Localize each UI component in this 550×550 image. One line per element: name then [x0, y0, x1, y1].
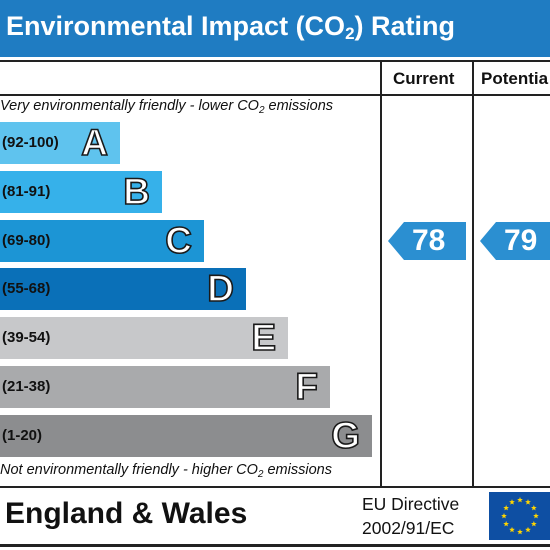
band-letter: A — [80, 121, 108, 164]
band-letter: D — [206, 268, 234, 311]
current-rating-pointer-value: 78 — [412, 223, 446, 257]
band-range-label: (69-80) — [2, 231, 51, 249]
band-letter: B — [122, 170, 150, 213]
band-letter: E — [251, 316, 277, 359]
eu-directive-line2: 2002/91/EC — [362, 518, 455, 538]
rating-band-e: (39-54) E — [0, 316, 288, 360]
rating-table-frame — [0, 60, 550, 488]
band-range-label: (21-38) — [2, 378, 51, 395]
eu-directive: EU Directive 2002/91/EC — [362, 492, 480, 540]
footer-country: England & Wales — [5, 497, 248, 530]
rating-band-g: (1-20) G — [0, 414, 372, 457]
column-header-current: Current — [393, 69, 455, 88]
current-rating-pointer: 78 — [388, 221, 466, 260]
potential-rating-pointer: 79 — [480, 221, 550, 260]
rating-band-d: (55-68) D — [0, 268, 246, 311]
column-divider-current — [380, 60, 382, 488]
band-range-label: (55-68) — [2, 280, 51, 298]
band-range-label: (81-91) — [2, 182, 51, 200]
band-letter: G — [330, 414, 360, 457]
header-divider — [0, 94, 550, 96]
band-range-label: (39-54) — [2, 329, 51, 347]
eu-flag-icon — [489, 492, 550, 540]
rating-band-c: (69-80) C — [0, 219, 204, 262]
band-range-label: (92-100) — [2, 134, 59, 151]
note-bottom: Not environmentally friendly - higher CO… — [0, 462, 332, 480]
footer-bottom-rule — [0, 544, 550, 547]
potential-rating-pointer-value: 79 — [504, 223, 538, 257]
chart-title: Environmental Impact (CO2) Rating — [6, 11, 456, 43]
band-range-label: (1-20) — [2, 426, 43, 444]
rating-band-a: (92-100) A — [0, 121, 120, 164]
eu-directive-line1: EU Directive — [362, 494, 460, 514]
rating-band-b: (81-91) B — [0, 170, 162, 213]
title-bar: Environmental Impact (CO2) Rating — [0, 0, 550, 57]
note-top: Very environmentally friendly - lower CO… — [0, 98, 334, 116]
column-divider-potential — [472, 60, 474, 488]
band-letter: F — [295, 365, 319, 408]
band-letter: C — [164, 219, 192, 262]
rating-band-f: (21-38) F — [0, 365, 330, 408]
column-header-potential: Potentia — [481, 69, 549, 88]
